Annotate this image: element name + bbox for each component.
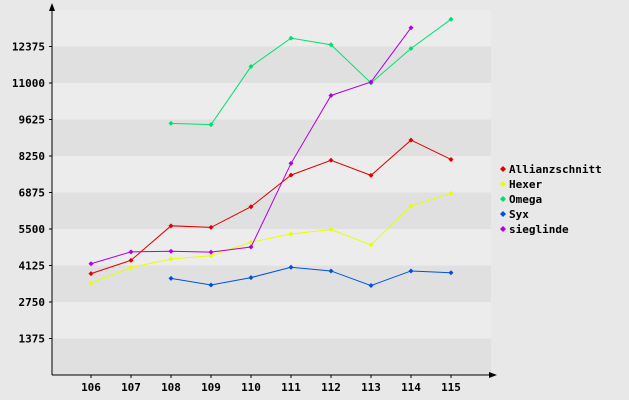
grid-band xyxy=(52,229,491,266)
y-axis-ticks: 1375 2750 4125 5500 6875 8250 9625 11000 12375 xyxy=(12,41,52,346)
series-hexer xyxy=(88,190,454,286)
grid-band xyxy=(52,338,491,375)
data-point xyxy=(208,122,214,128)
x-axis-ticks: 106 107 108 109 110 111 112 113 114 115 xyxy=(81,375,461,394)
y-tick-label: 6875 xyxy=(19,187,46,200)
data-point xyxy=(328,92,334,98)
x-tick-label: 111 xyxy=(281,381,301,394)
y-tick-label: 5500 xyxy=(19,223,46,236)
series-line xyxy=(170,18,452,126)
data-point xyxy=(408,25,414,31)
x-axis-arrow xyxy=(489,372,497,378)
x-tick-label: 114 xyxy=(401,381,421,394)
series-line xyxy=(90,192,452,284)
series-syx xyxy=(168,264,454,289)
grid-band xyxy=(52,302,491,339)
series-sieglinde xyxy=(88,25,414,267)
x-tick-label: 115 xyxy=(441,381,461,394)
grid-band xyxy=(52,83,491,120)
y-tick-label: 8250 xyxy=(19,150,46,163)
y-tick-label: 1375 xyxy=(19,333,46,346)
data-point xyxy=(408,203,414,209)
x-tick-label: 107 xyxy=(121,381,141,394)
x-tick-label: 113 xyxy=(361,381,381,394)
data-point xyxy=(88,261,94,267)
data-point xyxy=(248,275,254,281)
data-point xyxy=(448,270,454,276)
legend: Allianzschnitt Hexer Omega Syx sieglinde xyxy=(500,163,602,236)
data-point xyxy=(208,282,214,288)
data-point xyxy=(128,264,134,270)
x-tick-label: 106 xyxy=(81,381,101,394)
legend-label: Omega xyxy=(509,193,542,206)
data-point xyxy=(128,249,134,255)
data-point xyxy=(408,268,414,274)
grid-band xyxy=(52,265,491,302)
data-point xyxy=(288,35,294,41)
data-point xyxy=(208,253,214,259)
axes xyxy=(49,3,497,378)
series-line xyxy=(170,266,452,287)
legend-marker xyxy=(500,166,506,172)
series-omega xyxy=(168,16,454,128)
x-tick-label: 112 xyxy=(321,381,341,394)
legend-label: Allianzschnitt xyxy=(509,163,602,176)
data-point xyxy=(408,137,414,143)
legend-label: sieglinde xyxy=(509,223,569,236)
y-tick-label: 9625 xyxy=(19,114,46,127)
data-point xyxy=(368,172,374,178)
grid-bands xyxy=(52,10,491,375)
data-point xyxy=(328,42,334,48)
y-tick-label: 12375 xyxy=(12,41,45,54)
legend-marker xyxy=(500,181,506,187)
data-point xyxy=(368,242,374,248)
grid-band xyxy=(52,119,491,156)
y-tick-label: 4125 xyxy=(19,260,46,273)
data-point xyxy=(248,204,254,210)
data-point xyxy=(288,231,294,237)
data-point xyxy=(368,283,374,289)
grid-band xyxy=(52,10,491,47)
data-point xyxy=(168,256,174,262)
data-point xyxy=(328,157,334,163)
data-point xyxy=(448,16,454,22)
data-point xyxy=(168,223,174,229)
data-point xyxy=(448,190,454,196)
series-lines xyxy=(88,16,454,289)
data-point xyxy=(88,271,94,277)
data-point xyxy=(208,249,214,255)
series-line xyxy=(90,139,452,275)
data-point xyxy=(288,264,294,270)
legend-label: Hexer xyxy=(509,178,542,191)
series-allianzschnitt xyxy=(88,137,454,277)
data-point xyxy=(448,156,454,162)
legend-label: Syx xyxy=(509,208,529,221)
legend-marker xyxy=(500,211,506,217)
y-tick-label: 11000 xyxy=(12,77,45,90)
data-point xyxy=(168,248,174,254)
data-point xyxy=(288,160,294,166)
x-tick-label: 110 xyxy=(241,381,261,394)
data-point xyxy=(328,268,334,274)
data-point xyxy=(408,45,414,51)
data-point xyxy=(208,224,214,230)
data-point xyxy=(128,257,134,263)
grid-band xyxy=(52,192,491,229)
data-point xyxy=(288,172,294,178)
x-tick-label: 109 xyxy=(201,381,221,394)
data-point xyxy=(248,64,254,70)
grid-band xyxy=(52,156,491,193)
data-point xyxy=(88,280,94,286)
data-point xyxy=(368,79,374,85)
data-point xyxy=(328,227,334,233)
data-point xyxy=(168,275,174,281)
y-axis-arrow xyxy=(49,3,55,11)
legend-marker xyxy=(500,196,506,202)
legend-marker xyxy=(500,226,506,232)
y-tick-label: 2750 xyxy=(19,296,46,309)
data-point xyxy=(168,120,174,126)
x-tick-label: 108 xyxy=(161,381,181,394)
data-point xyxy=(248,244,254,250)
